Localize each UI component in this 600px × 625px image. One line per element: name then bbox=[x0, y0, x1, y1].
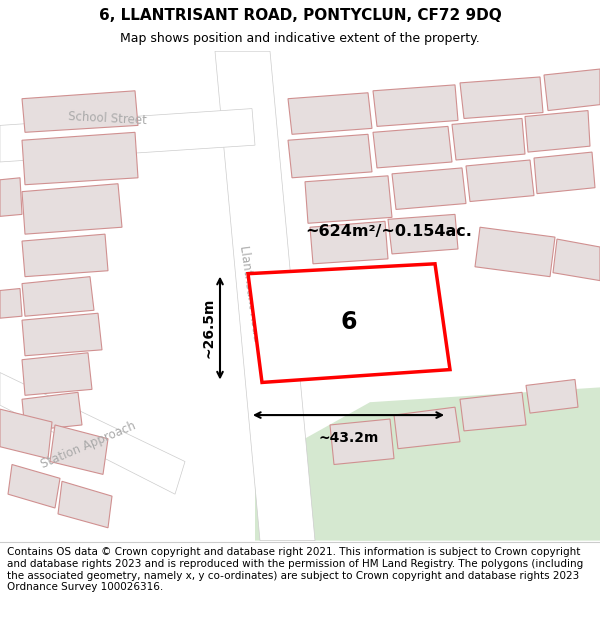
Polygon shape bbox=[392, 168, 466, 209]
Polygon shape bbox=[22, 132, 138, 185]
Polygon shape bbox=[248, 264, 450, 382]
Text: Map shows position and indicative extent of the property.: Map shows position and indicative extent… bbox=[120, 32, 480, 45]
Polygon shape bbox=[330, 419, 394, 464]
Polygon shape bbox=[0, 372, 185, 494]
Polygon shape bbox=[215, 51, 315, 541]
Text: School Street: School Street bbox=[68, 110, 148, 127]
Polygon shape bbox=[460, 77, 543, 119]
Polygon shape bbox=[50, 425, 108, 474]
Polygon shape bbox=[544, 69, 600, 111]
Polygon shape bbox=[373, 126, 452, 168]
Polygon shape bbox=[305, 176, 392, 223]
Polygon shape bbox=[22, 352, 92, 395]
Polygon shape bbox=[388, 214, 458, 254]
Polygon shape bbox=[475, 228, 555, 277]
Polygon shape bbox=[255, 402, 400, 541]
Polygon shape bbox=[525, 111, 590, 152]
Text: ~26.5m: ~26.5m bbox=[201, 298, 215, 358]
Polygon shape bbox=[466, 160, 534, 201]
Polygon shape bbox=[22, 184, 122, 234]
Polygon shape bbox=[22, 234, 108, 277]
Polygon shape bbox=[526, 379, 578, 413]
Text: ~43.2m: ~43.2m bbox=[319, 431, 379, 445]
Polygon shape bbox=[22, 277, 94, 316]
Polygon shape bbox=[288, 134, 372, 178]
Polygon shape bbox=[553, 239, 600, 281]
Text: Station Approach: Station Approach bbox=[38, 419, 137, 471]
Polygon shape bbox=[22, 392, 82, 431]
Polygon shape bbox=[0, 177, 22, 216]
Polygon shape bbox=[373, 85, 458, 126]
Polygon shape bbox=[0, 109, 255, 162]
Polygon shape bbox=[452, 119, 525, 160]
Polygon shape bbox=[534, 152, 595, 194]
Polygon shape bbox=[288, 92, 372, 134]
Polygon shape bbox=[22, 91, 138, 132]
Text: Contains OS data © Crown copyright and database right 2021. This information is : Contains OS data © Crown copyright and d… bbox=[7, 548, 583, 592]
Polygon shape bbox=[310, 221, 388, 264]
Text: 6, LLANTRISANT ROAD, PONTYCLUN, CF72 9DQ: 6, LLANTRISANT ROAD, PONTYCLUN, CF72 9DQ bbox=[98, 8, 502, 23]
Text: 6: 6 bbox=[341, 311, 357, 334]
Text: ~624m²/~0.154ac.: ~624m²/~0.154ac. bbox=[305, 224, 472, 239]
Polygon shape bbox=[8, 464, 60, 508]
Polygon shape bbox=[58, 481, 112, 528]
Polygon shape bbox=[22, 313, 102, 356]
Polygon shape bbox=[394, 407, 460, 449]
Text: Llantrisant Road: Llantrisant Road bbox=[237, 245, 263, 342]
Polygon shape bbox=[0, 409, 52, 459]
Polygon shape bbox=[340, 388, 600, 541]
Polygon shape bbox=[0, 289, 22, 318]
Polygon shape bbox=[460, 392, 526, 431]
